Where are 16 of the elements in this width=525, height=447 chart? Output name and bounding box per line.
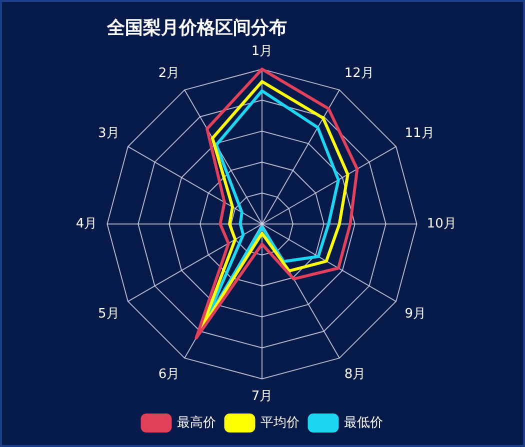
spoke-label: 5月 — [98, 306, 120, 322]
spoke-label: 3月 — [98, 126, 120, 142]
spoke-label: 1月 — [251, 44, 273, 59]
spoke-label: 12月 — [344, 66, 374, 81]
legend-label: 最低价 — [344, 415, 383, 430]
spoke-label: 4月 — [76, 216, 98, 232]
spoke-label: 7月 — [251, 388, 273, 404]
legend-label: 平均价 — [260, 415, 300, 430]
spoke-label: 6月 — [158, 366, 180, 382]
spoke-label: 11月 — [404, 126, 434, 142]
spoke-label: 2月 — [158, 66, 180, 81]
chart-title: 全国梨月价格区间分布 — [106, 17, 287, 38]
spoke-label: 9月 — [404, 306, 426, 322]
spoke-label: 10月 — [426, 216, 456, 232]
spoke-label: 8月 — [344, 366, 366, 382]
legend-label: 最高价 — [176, 414, 216, 430]
